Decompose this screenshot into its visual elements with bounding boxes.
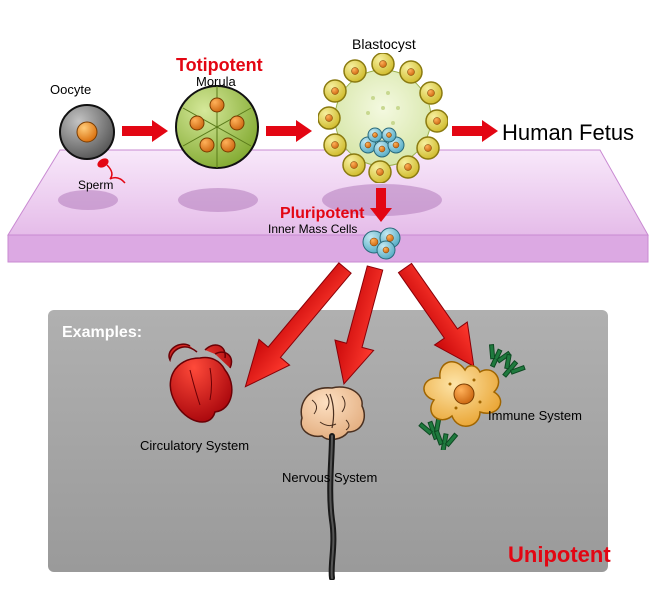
immune-label: Immune System <box>488 408 582 423</box>
inner-mass-cells <box>358 222 408 262</box>
totipotent-label: Totipotent <box>176 55 263 76</box>
morula-label: Morula <box>196 74 236 89</box>
sperm-label: Sperm <box>78 178 113 192</box>
human-fetus-label: Human Fetus <box>502 120 634 146</box>
nervous-label: Nervous System <box>282 470 377 485</box>
blastocyst-label: Blastocyst <box>352 36 416 52</box>
morula <box>173 83 261 171</box>
oocyte <box>57 102 117 162</box>
oocyte-label: Oocyte <box>50 82 91 97</box>
blastocyst <box>318 53 448 183</box>
immune-icon <box>410 340 540 450</box>
circulatory-label: Circulatory System <box>140 438 249 453</box>
inner-mass-label: Inner Mass Cells <box>268 222 357 236</box>
pluripotent-label: Pluripotent <box>280 205 364 223</box>
heart-icon <box>155 340 245 440</box>
unipotent-label: Unipotent <box>508 542 611 568</box>
